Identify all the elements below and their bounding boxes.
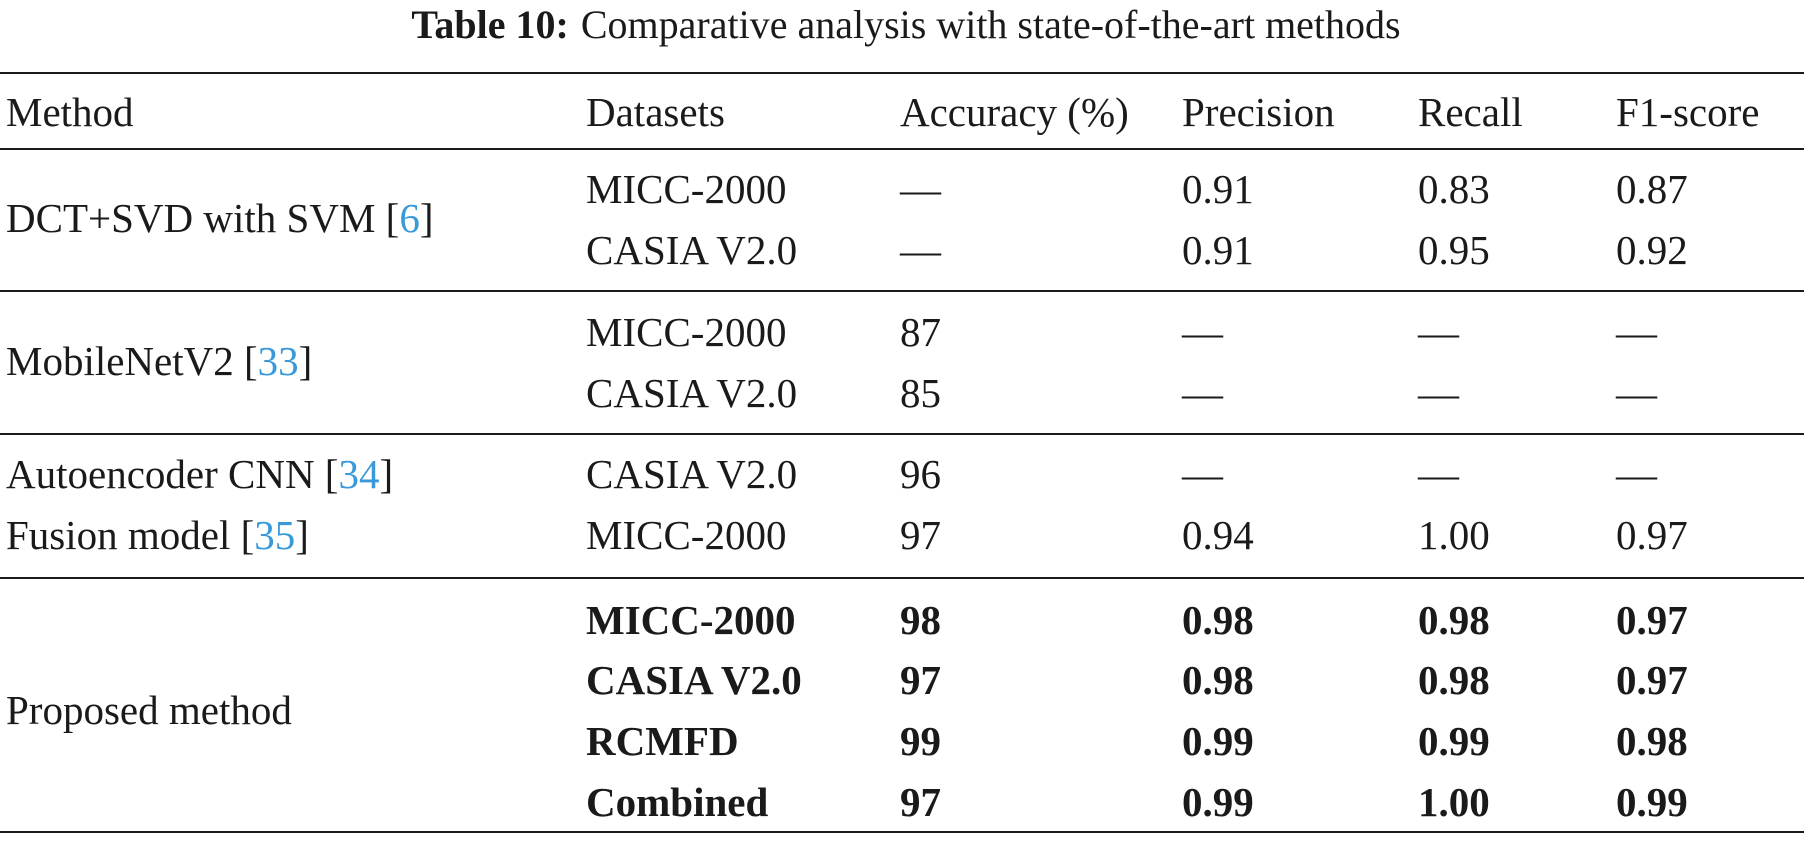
group-2-rule	[0, 433, 1804, 435]
accuracy-cell: 98	[900, 597, 941, 643]
recall-cell: —	[1418, 370, 1459, 416]
dataset-cell: MICC-2000	[586, 309, 787, 355]
top-rule	[0, 72, 1804, 74]
accuracy-cell: 99	[900, 718, 941, 764]
group-1-rule	[0, 290, 1804, 292]
header-precision: Precision	[1182, 89, 1335, 135]
dataset-cell: MICC-2000	[586, 166, 787, 212]
accuracy-cell: 96	[900, 451, 941, 497]
recall-cell: —	[1418, 309, 1459, 355]
table-caption: Table 10: Comparative analysis with state…	[0, 0, 1812, 60]
recall-cell: 0.98	[1418, 657, 1490, 703]
header-rule	[0, 148, 1804, 150]
precision-cell: —	[1182, 309, 1223, 355]
table-caption-text: Comparative analysis with state-of-the-a…	[580, 2, 1401, 47]
precision-cell: —	[1182, 451, 1223, 497]
dataset-cell: MICC-2000	[586, 597, 796, 643]
accuracy-cell: 97	[900, 779, 941, 825]
accuracy-cell: —	[900, 227, 941, 273]
method-cell: MobileNetV2 [33]	[6, 338, 313, 384]
f1-cell: 0.98	[1616, 718, 1688, 764]
citation-link[interactable]: 6	[399, 195, 420, 241]
table-caption-label: Table 10:	[411, 2, 569, 47]
recall-cell: 1.00	[1418, 779, 1490, 825]
precision-cell: 0.99	[1182, 718, 1254, 764]
precision-cell: 0.98	[1182, 657, 1254, 703]
recall-cell: 0.98	[1418, 597, 1490, 643]
f1-cell: 0.97	[1616, 512, 1688, 558]
dataset-cell: MICC-2000	[586, 512, 787, 558]
f1-cell: 0.97	[1616, 657, 1688, 703]
recall-cell: 0.99	[1418, 718, 1490, 764]
precision-cell: 0.94	[1182, 512, 1254, 558]
method-cell: Proposed method	[6, 687, 292, 733]
accuracy-cell: 85	[900, 370, 941, 416]
dataset-cell: CASIA V2.0	[586, 657, 802, 703]
header-f1: F1-score	[1616, 89, 1760, 135]
accuracy-cell: 97	[900, 657, 941, 703]
accuracy-cell: 87	[900, 309, 941, 355]
dataset-cell: Combined	[586, 779, 769, 825]
f1-cell: 0.87	[1616, 166, 1688, 212]
f1-cell: 0.97	[1616, 597, 1688, 643]
precision-cell: 0.99	[1182, 779, 1254, 825]
precision-cell: 0.91	[1182, 227, 1254, 273]
header-method: Method	[6, 89, 134, 135]
citation-link[interactable]: 35	[254, 512, 296, 558]
citation-link[interactable]: 33	[257, 338, 299, 384]
dataset-cell: CASIA V2.0	[586, 370, 798, 416]
precision-cell: 0.98	[1182, 597, 1254, 643]
citation-link[interactable]: 34	[338, 451, 380, 497]
dataset-cell: RCMFD	[586, 718, 739, 764]
group-3-rule	[0, 577, 1804, 579]
recall-cell: —	[1418, 451, 1459, 497]
method-cell: Fusion model [35]	[6, 512, 309, 558]
precision-cell: —	[1182, 370, 1223, 416]
f1-cell: 0.92	[1616, 227, 1688, 273]
recall-cell: 1.00	[1418, 512, 1490, 558]
header-recall: Recall	[1418, 89, 1523, 135]
method-cell: Autoencoder CNN [34]	[6, 451, 394, 497]
bottom-rule	[0, 831, 1804, 833]
header-accuracy: Accuracy (%)	[900, 89, 1129, 135]
header-datasets: Datasets	[586, 89, 725, 135]
f1-cell: 0.99	[1616, 779, 1688, 825]
dataset-cell: CASIA V2.0	[586, 227, 798, 273]
accuracy-cell: 97	[900, 512, 941, 558]
f1-cell: —	[1616, 309, 1657, 355]
recall-cell: 0.95	[1418, 227, 1490, 273]
accuracy-cell: —	[900, 166, 941, 212]
dataset-cell: CASIA V2.0	[586, 451, 798, 497]
recall-cell: 0.83	[1418, 166, 1490, 212]
precision-cell: 0.91	[1182, 166, 1254, 212]
f1-cell: —	[1616, 370, 1657, 416]
method-cell: DCT+SVD with SVM [6]	[6, 195, 434, 241]
f1-cell: —	[1616, 451, 1657, 497]
